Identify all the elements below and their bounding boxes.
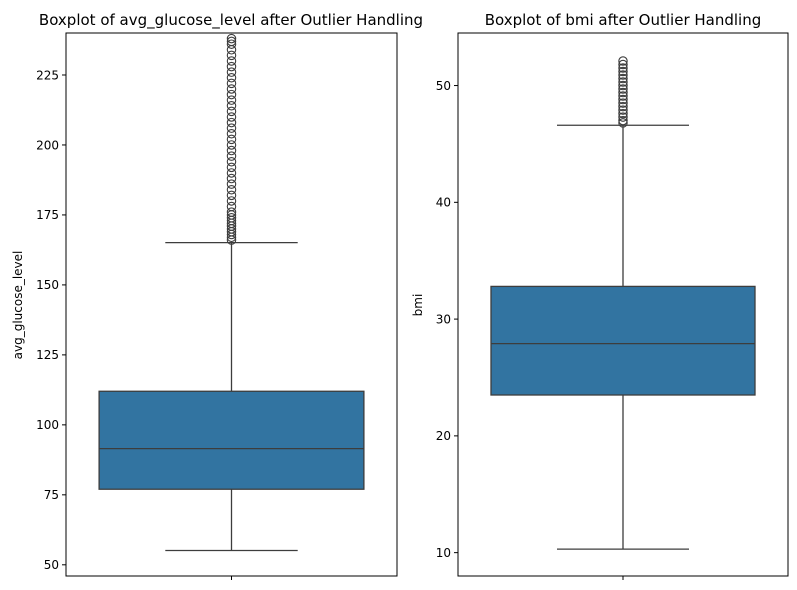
outlier-point <box>618 105 628 115</box>
outlier-point <box>618 63 628 73</box>
plot-area: 50 75 100 125 150 175 200 225 <box>36 32 398 580</box>
y-axis-label: bmi <box>411 294 425 317</box>
glucose-boxplot-chart: Boxplot of avg_glucose_level after Outli… <box>11 11 423 580</box>
outlier-point <box>618 112 628 122</box>
outlier-point <box>226 201 237 212</box>
outlier-point <box>226 61 237 72</box>
outlier-point <box>226 190 237 201</box>
y-tick-label: 225 <box>36 68 59 82</box>
outlier-point <box>226 207 237 217</box>
outlier-point <box>618 108 628 119</box>
outlier-point <box>618 56 628 66</box>
outlier-point <box>618 101 628 112</box>
chart-title: Boxplot of bmi after Outlier Handling <box>485 11 762 29</box>
outlier-point <box>618 73 628 84</box>
y-tick-label: 30 <box>436 312 451 326</box>
y-tick-label: 200 <box>36 138 59 152</box>
outlier-point <box>618 66 628 77</box>
outlier-point <box>226 184 237 195</box>
y-tick-label: 175 <box>36 208 59 222</box>
outlier-point <box>618 98 628 108</box>
outlier-point <box>618 91 628 101</box>
outlier-point <box>226 151 237 161</box>
outlier-point <box>226 134 237 145</box>
outlier-point <box>226 112 237 122</box>
outlier-point <box>226 36 237 47</box>
outlier-point <box>618 77 628 87</box>
y-axis-label: avg_glucose_level <box>11 251 25 360</box>
y-tick-label: 75 <box>44 488 59 502</box>
outlier-point <box>226 33 237 44</box>
y-tick-label: 50 <box>436 79 451 93</box>
iqr-box <box>98 390 365 490</box>
y-tick-label: 50 <box>44 558 59 572</box>
outlier-point <box>226 39 237 49</box>
outlier-point <box>618 80 628 91</box>
outlier-point <box>226 50 237 61</box>
outlier-point <box>226 129 237 139</box>
y-tick-label: 150 <box>36 278 59 292</box>
outlier-point <box>226 173 237 184</box>
outlier-point <box>618 115 628 126</box>
outlier-point <box>226 196 237 206</box>
bmi-boxplot-chart: Boxplot of bmi after Outlier Handling 10… <box>411 11 789 580</box>
outlier-point <box>226 67 237 77</box>
outlier-point <box>226 101 237 111</box>
iqr-box <box>490 285 756 396</box>
outlier-point <box>618 94 628 105</box>
y-tick-label: 40 <box>436 196 451 210</box>
outlier-point <box>226 212 237 223</box>
outlier-point <box>226 140 237 150</box>
outlier-point <box>226 168 237 178</box>
y-tick-label: 100 <box>36 418 59 432</box>
outlier-point <box>226 84 237 94</box>
outlier-point <box>618 87 628 98</box>
y-tick-label: 20 <box>436 429 451 443</box>
outlier-point <box>226 89 237 100</box>
outlier-point <box>618 84 628 94</box>
outlier-point <box>618 70 628 80</box>
outlier-point <box>226 78 237 89</box>
outlier-point <box>226 157 237 167</box>
outlier-point <box>226 162 237 173</box>
y-tick-label: 125 <box>36 348 59 362</box>
outlier-point <box>226 145 237 156</box>
chart-title: Boxplot of avg_glucose_level after Outli… <box>39 11 423 30</box>
outlier-point <box>226 123 237 133</box>
outlier-point <box>226 95 237 105</box>
outlier-point <box>226 106 237 117</box>
outlier-point <box>226 73 237 83</box>
outlier-point <box>226 179 237 189</box>
outlier-point <box>618 59 628 70</box>
y-tick-label: 10 <box>436 546 451 560</box>
outlier-point <box>226 56 237 66</box>
outlier-point <box>618 118 628 128</box>
outlier-point <box>226 117 237 128</box>
plot-area: 10 20 30 40 50 <box>436 32 789 580</box>
